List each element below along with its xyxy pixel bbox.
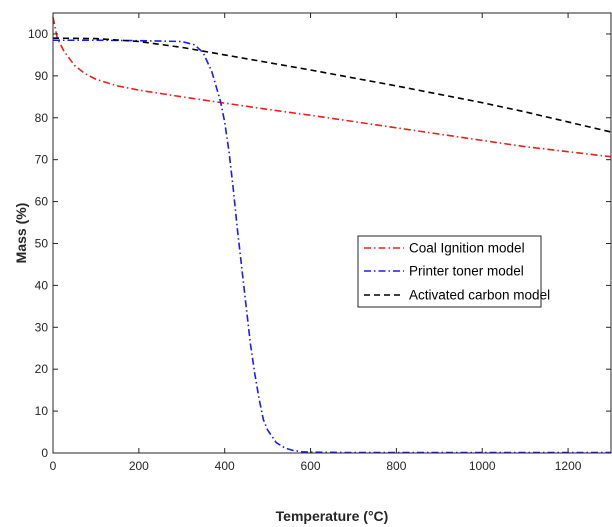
ticks-layer: 0 200 400 600 800 1000 1200 0 10 20 30 40 50 60 70 80 90…	[28, 13, 611, 473]
series-line-printer-toner-model	[53, 39, 611, 454]
y-tick-label: 90	[35, 69, 49, 83]
y-axis-title: Mass (%)	[13, 203, 29, 264]
plot-frame	[52, 12, 612, 454]
x-tick-label: 800	[386, 459, 406, 473]
x-tick-label: 1200	[555, 459, 582, 473]
legend-label-coal-ignition: Coal Ignition model	[409, 241, 525, 256]
series-line-coal-ignition-model	[52, 17, 612, 158]
y-tick-label: 50	[35, 236, 49, 250]
legend: Coal Ignition model Printer toner model …	[357, 235, 550, 308]
y-tick-label: 70	[35, 153, 49, 167]
y-tick-label: 10	[35, 404, 49, 418]
y-tick-label: 80	[35, 111, 49, 125]
y-tick-label: 100	[28, 27, 48, 41]
x-axis-title: Temperature (°C)	[276, 508, 389, 524]
x-tick-label: 200	[129, 459, 149, 473]
x-tick-label: 600	[301, 459, 321, 473]
plot-background	[53, 13, 611, 453]
series-layer	[52, 17, 612, 454]
x-tick-label: 400	[215, 459, 235, 473]
y-tick-label: 40	[35, 278, 49, 292]
series-line-activated-carbon-model	[52, 37, 612, 133]
y-tick-label: 20	[35, 362, 49, 376]
y-tick-label: 60	[35, 195, 49, 209]
legend-label-printer-toner: Printer toner model	[409, 264, 524, 279]
y-tick-label: 0	[41, 446, 48, 460]
y-tick-label: 30	[35, 320, 49, 334]
x-tick-label: 0	[50, 459, 57, 473]
x-tick-label: 1000	[469, 459, 496, 473]
legend-label-activated-carbon: Activated carbon model	[409, 288, 550, 303]
